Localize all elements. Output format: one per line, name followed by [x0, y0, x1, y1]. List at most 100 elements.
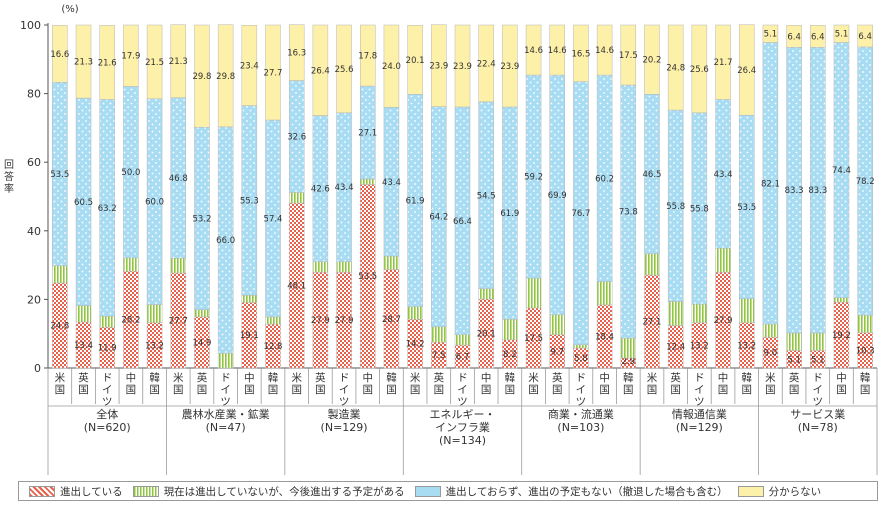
- data-label: 43.4: [335, 183, 354, 193]
- bar-segment: [644, 253, 660, 276]
- data-label: 27.9: [335, 316, 354, 326]
- bar-segment: [336, 261, 352, 273]
- data-label: 14.6: [548, 46, 567, 56]
- group-label: 農林水産業・鉱業(N=47): [182, 407, 270, 434]
- x-tick-label: 米国: [647, 371, 658, 396]
- data-label: 16.6: [50, 50, 69, 60]
- bar-segment: [312, 261, 329, 273]
- data-label: 59.2: [524, 173, 543, 183]
- bar-segment: [667, 24, 684, 111]
- bar-segment: [596, 281, 613, 306]
- data-label: 6.4: [858, 32, 872, 42]
- bar-segment: [170, 24, 187, 98]
- bar-segment: [146, 24, 163, 99]
- bar-segment: [123, 257, 139, 272]
- x-tick-label: 英国: [670, 371, 681, 396]
- data-label: 53.2: [192, 214, 211, 224]
- legend-label: 進出している: [60, 485, 123, 498]
- data-label: 6.4: [787, 32, 801, 42]
- data-label: 19.2: [832, 331, 851, 341]
- data-label: 60.2: [595, 174, 614, 184]
- x-tick-label: 中国: [363, 371, 374, 396]
- data-label: 13.2: [737, 341, 756, 351]
- bar-segment: [52, 25, 68, 83]
- data-label: 27.9: [714, 316, 733, 326]
- legend-item: 分からない: [737, 484, 821, 499]
- group-label: サービス業(N=78): [790, 408, 845, 434]
- bar-segment: [810, 332, 826, 351]
- bar-segment: [786, 25, 802, 48]
- bar-segment: [194, 309, 210, 318]
- data-label: 14.2: [406, 340, 425, 350]
- data-label: 14.9: [192, 338, 211, 348]
- bar-segment: [217, 353, 234, 369]
- data-label: 46.5: [643, 170, 662, 180]
- data-label: 6.4: [811, 32, 825, 42]
- y-tick-label: 80: [27, 88, 41, 101]
- bar-segment: [478, 24, 494, 103]
- data-label: 24.0: [382, 62, 401, 72]
- y-axis-label: 回答率: [4, 159, 14, 195]
- legend-swatch: [132, 485, 159, 497]
- data-label: 21.3: [169, 57, 188, 67]
- data-label: 27.9: [311, 316, 330, 326]
- data-label: 23.9: [453, 62, 472, 72]
- data-label: 21.7: [714, 58, 733, 68]
- x-tick-label: 韓国: [505, 372, 516, 396]
- bar-segment: [52, 265, 68, 284]
- data-label: 69.9: [548, 191, 567, 201]
- data-label: 61.9: [406, 196, 425, 206]
- bar-segment: [596, 24, 613, 76]
- data-label: 43.4: [382, 178, 401, 188]
- x-tick-label: 韓国: [741, 372, 752, 396]
- x-tick-label: 韓国: [268, 372, 279, 396]
- bar-segment: [360, 24, 376, 87]
- data-label: 8.2: [503, 350, 517, 360]
- x-tick-label: 中国: [126, 371, 137, 396]
- bar-segment: [810, 25, 826, 48]
- data-label: 76.7: [571, 209, 590, 219]
- bar-segment: [549, 24, 565, 76]
- data-label: 9.0: [764, 349, 778, 359]
- data-label: 82.1: [761, 179, 780, 189]
- bar-segment: [549, 314, 565, 335]
- data-label: 10.3: [856, 346, 875, 356]
- data-label: 50.0: [121, 168, 140, 178]
- x-tick-label: 米国: [173, 371, 184, 396]
- data-label: 7.5: [432, 351, 446, 361]
- data-label: 42.6: [311, 185, 330, 195]
- bar-segment: [715, 24, 731, 100]
- data-label: 26.4: [737, 66, 756, 76]
- x-tick-label: ドイツ: [339, 372, 350, 408]
- data-label: 48.1: [287, 282, 306, 292]
- x-tick-label: 中国: [836, 371, 847, 396]
- bar-segment: [241, 25, 258, 106]
- data-label: 20.1: [477, 330, 496, 340]
- data-label: 17.9: [121, 52, 140, 62]
- x-tick-label: 英国: [434, 371, 445, 396]
- stacked-bar-chart: 020406080100(%)回答率24.85.053.516.6米国13.44…: [4, 4, 878, 475]
- group-label: 情報通信業(N=129): [672, 408, 727, 434]
- y-unit-label: (%): [61, 4, 78, 15]
- x-tick-label: 韓国: [623, 372, 634, 396]
- y-tick-label: 40: [27, 225, 41, 238]
- chart-legend: 進出している 現在は進出していないが、今後進出する予定がある 進出しておらず、進出の…: [18, 481, 878, 501]
- data-label: 55.3: [240, 196, 259, 206]
- bar-segment: [265, 24, 281, 121]
- data-label: 73.8: [619, 208, 638, 218]
- bar-segment: [620, 337, 637, 359]
- data-label: 28.2: [121, 316, 140, 326]
- data-label: 5.1: [787, 355, 801, 365]
- bar-segment: [146, 304, 163, 323]
- data-label: 55.8: [690, 205, 709, 215]
- bar-segment: [857, 314, 873, 333]
- bar-segment: [454, 24, 471, 108]
- data-label: 21.5: [145, 58, 164, 68]
- y-tick-label: 0: [34, 362, 41, 375]
- bar-segment: [170, 257, 187, 274]
- group-label: 全体(N=620): [84, 407, 131, 434]
- data-label: 53.5: [737, 203, 756, 213]
- group-label: 商業・流通業(N=103): [548, 407, 614, 434]
- data-label: 64.2: [429, 213, 448, 223]
- bar-segment: [502, 24, 518, 108]
